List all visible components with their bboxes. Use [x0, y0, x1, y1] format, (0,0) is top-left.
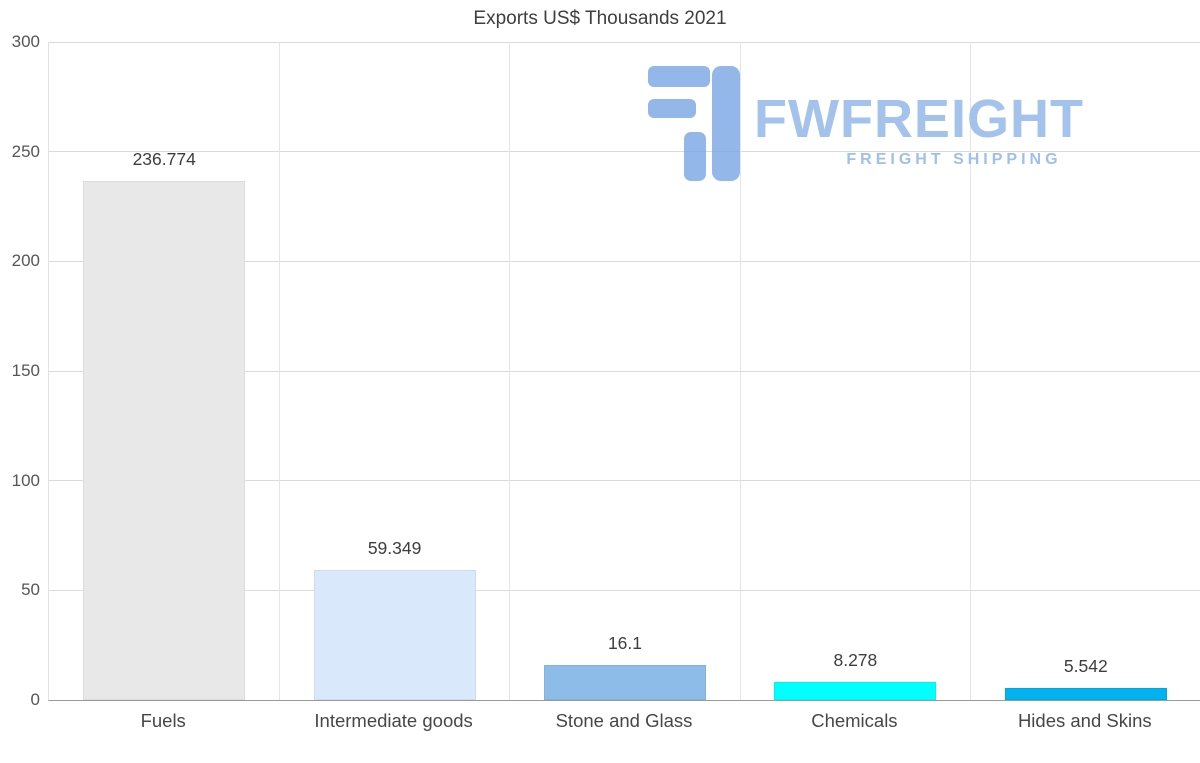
category-label: Stone and Glass: [555, 710, 693, 731]
gridline-horizontal: [49, 370, 1200, 372]
bar-value-label: 59.349: [367, 537, 422, 558]
gridline-horizontal: [49, 260, 1200, 262]
bar-intermediate-goods: [313, 569, 476, 700]
bar-value-label: 16.1: [607, 632, 643, 653]
gridline-vertical: [970, 42, 972, 700]
gridline-horizontal: [49, 41, 1200, 43]
gridline-horizontal: [49, 480, 1200, 482]
bar-chemicals: [774, 681, 937, 700]
y-tick-label: 50: [21, 580, 40, 600]
plot-area: 236.774 59.349 16.1 8.278 5.542: [48, 41, 1200, 701]
bar-stone-and-glass: [544, 664, 706, 700]
bar-value-label: 236.774: [132, 148, 196, 169]
y-tick-label: 150: [11, 361, 40, 380]
y-tick-label: 0: [30, 690, 40, 709]
bar-value-label: 8.278: [833, 649, 878, 670]
y-tick-label: 250: [11, 141, 40, 161]
category-label: Chemicals: [811, 710, 898, 731]
category-label: Intermediate goods: [314, 710, 473, 731]
gridline-vertical: [739, 42, 741, 700]
gridline-vertical: [509, 42, 511, 700]
gridline-horizontal: [49, 589, 1200, 591]
gridline-horizontal: [49, 151, 1200, 153]
y-tick-label: 300: [11, 32, 40, 51]
y-tick-label: 100: [11, 470, 40, 490]
category-label: Fuels: [140, 710, 186, 731]
chart-title: Exports US$ Thousands 2021: [473, 8, 727, 29]
bar-fuels: [83, 180, 246, 700]
y-tick-label: 200: [11, 251, 40, 271]
bar-value-label: 5.542: [1063, 655, 1108, 676]
gridline-vertical: [278, 42, 280, 700]
y-axis: 0 50 100 150 200 250 300: [0, 32, 40, 709]
category-label: Hides and Skins: [1017, 710, 1152, 731]
x-axis: Fuels Intermediate goods Stone and Glass Ch…: [48, 710, 1200, 740]
bar-hides-and-skins: [1004, 687, 1167, 700]
